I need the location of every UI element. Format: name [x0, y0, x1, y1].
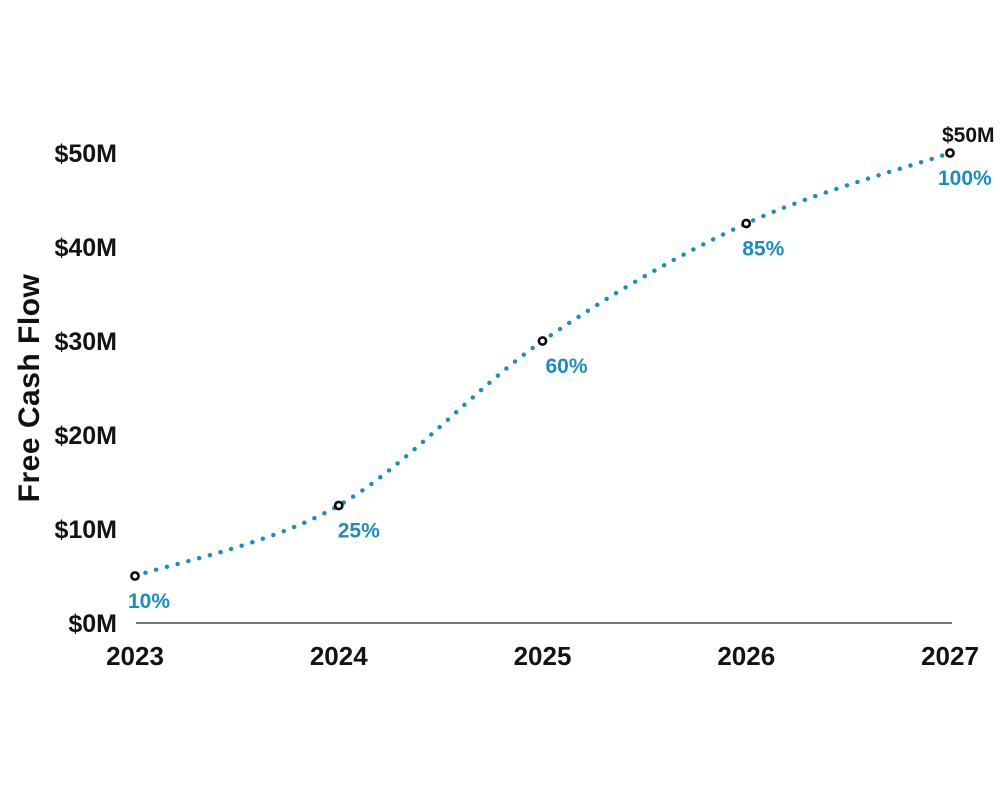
data-point-marker: [945, 148, 955, 158]
data-point-marker: [537, 336, 548, 346]
y-axis-title: Free Cash Flow: [13, 273, 46, 503]
percent-label: 100%: [938, 167, 992, 190]
x-tick-label: 2026: [717, 641, 775, 671]
percent-label: 10%: [128, 590, 170, 613]
data-point-marker: [130, 571, 140, 581]
data-point-marker: [333, 500, 344, 511]
x-tick-label: 2024: [310, 641, 368, 671]
y-tick-label: $10M: [54, 516, 117, 544]
end-value-annotation: $50M: [942, 124, 995, 147]
y-tick-label: $0M: [68, 610, 117, 638]
x-tick-label: 2023: [106, 641, 164, 671]
percent-label: 25%: [338, 520, 380, 543]
x-tick-label: 2025: [514, 641, 572, 671]
percent-label: 60%: [546, 355, 588, 378]
percent-label: 85%: [742, 238, 784, 261]
y-tick-label: $40M: [54, 234, 117, 262]
y-tick-label: $50M: [54, 140, 117, 168]
trend-line: [132, 150, 953, 579]
y-tick-label: $30M: [54, 328, 117, 356]
x-tick-label: 2027: [921, 641, 979, 671]
data-point-marker: [741, 218, 752, 229]
y-tick-label: $20M: [54, 422, 117, 450]
